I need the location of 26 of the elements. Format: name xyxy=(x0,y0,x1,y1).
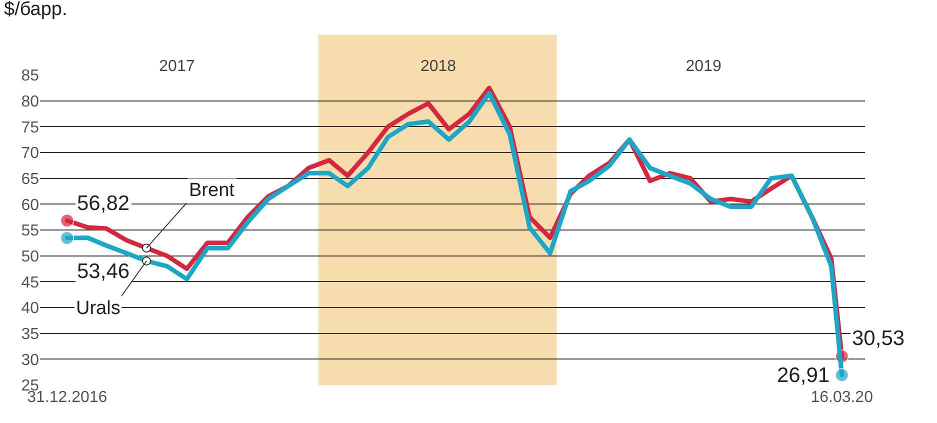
y-tick-label: 60 xyxy=(21,196,40,214)
y-tick-label: 45 xyxy=(21,274,40,292)
y-tick-label: 85 xyxy=(21,68,40,85)
data-label: 53,46 xyxy=(77,260,130,283)
legend-label: Urals xyxy=(76,298,120,319)
point xyxy=(834,368,849,382)
y-tick-label: 50 xyxy=(21,248,40,266)
y-tick-label: 30 xyxy=(21,352,40,369)
y-tick-label: 75 xyxy=(21,119,40,136)
x2-tick-label: 2017 xyxy=(159,58,195,75)
y-tick-label: 55 xyxy=(21,222,40,240)
series-label: Brent xyxy=(189,180,236,201)
x2-tick-label: 2019 xyxy=(686,58,722,75)
y-tick-label: 65 xyxy=(21,170,40,188)
point xyxy=(60,230,74,245)
y-tick-label: 35 xyxy=(21,326,40,343)
x2-tick-label: 2018 xyxy=(420,58,456,75)
y-axis-title: $/барр. xyxy=(4,0,68,20)
y-tick-label: 40 xyxy=(21,300,40,318)
y-tick-label: 70 xyxy=(21,145,40,162)
data-label: 26,91 xyxy=(777,364,830,387)
x-tick-label: 16.03.20 xyxy=(810,389,874,406)
data-label: 56,82 xyxy=(77,192,130,215)
point xyxy=(60,214,74,228)
y-tick-label: 80 xyxy=(21,93,40,110)
data-label: 30,53 xyxy=(852,327,905,350)
